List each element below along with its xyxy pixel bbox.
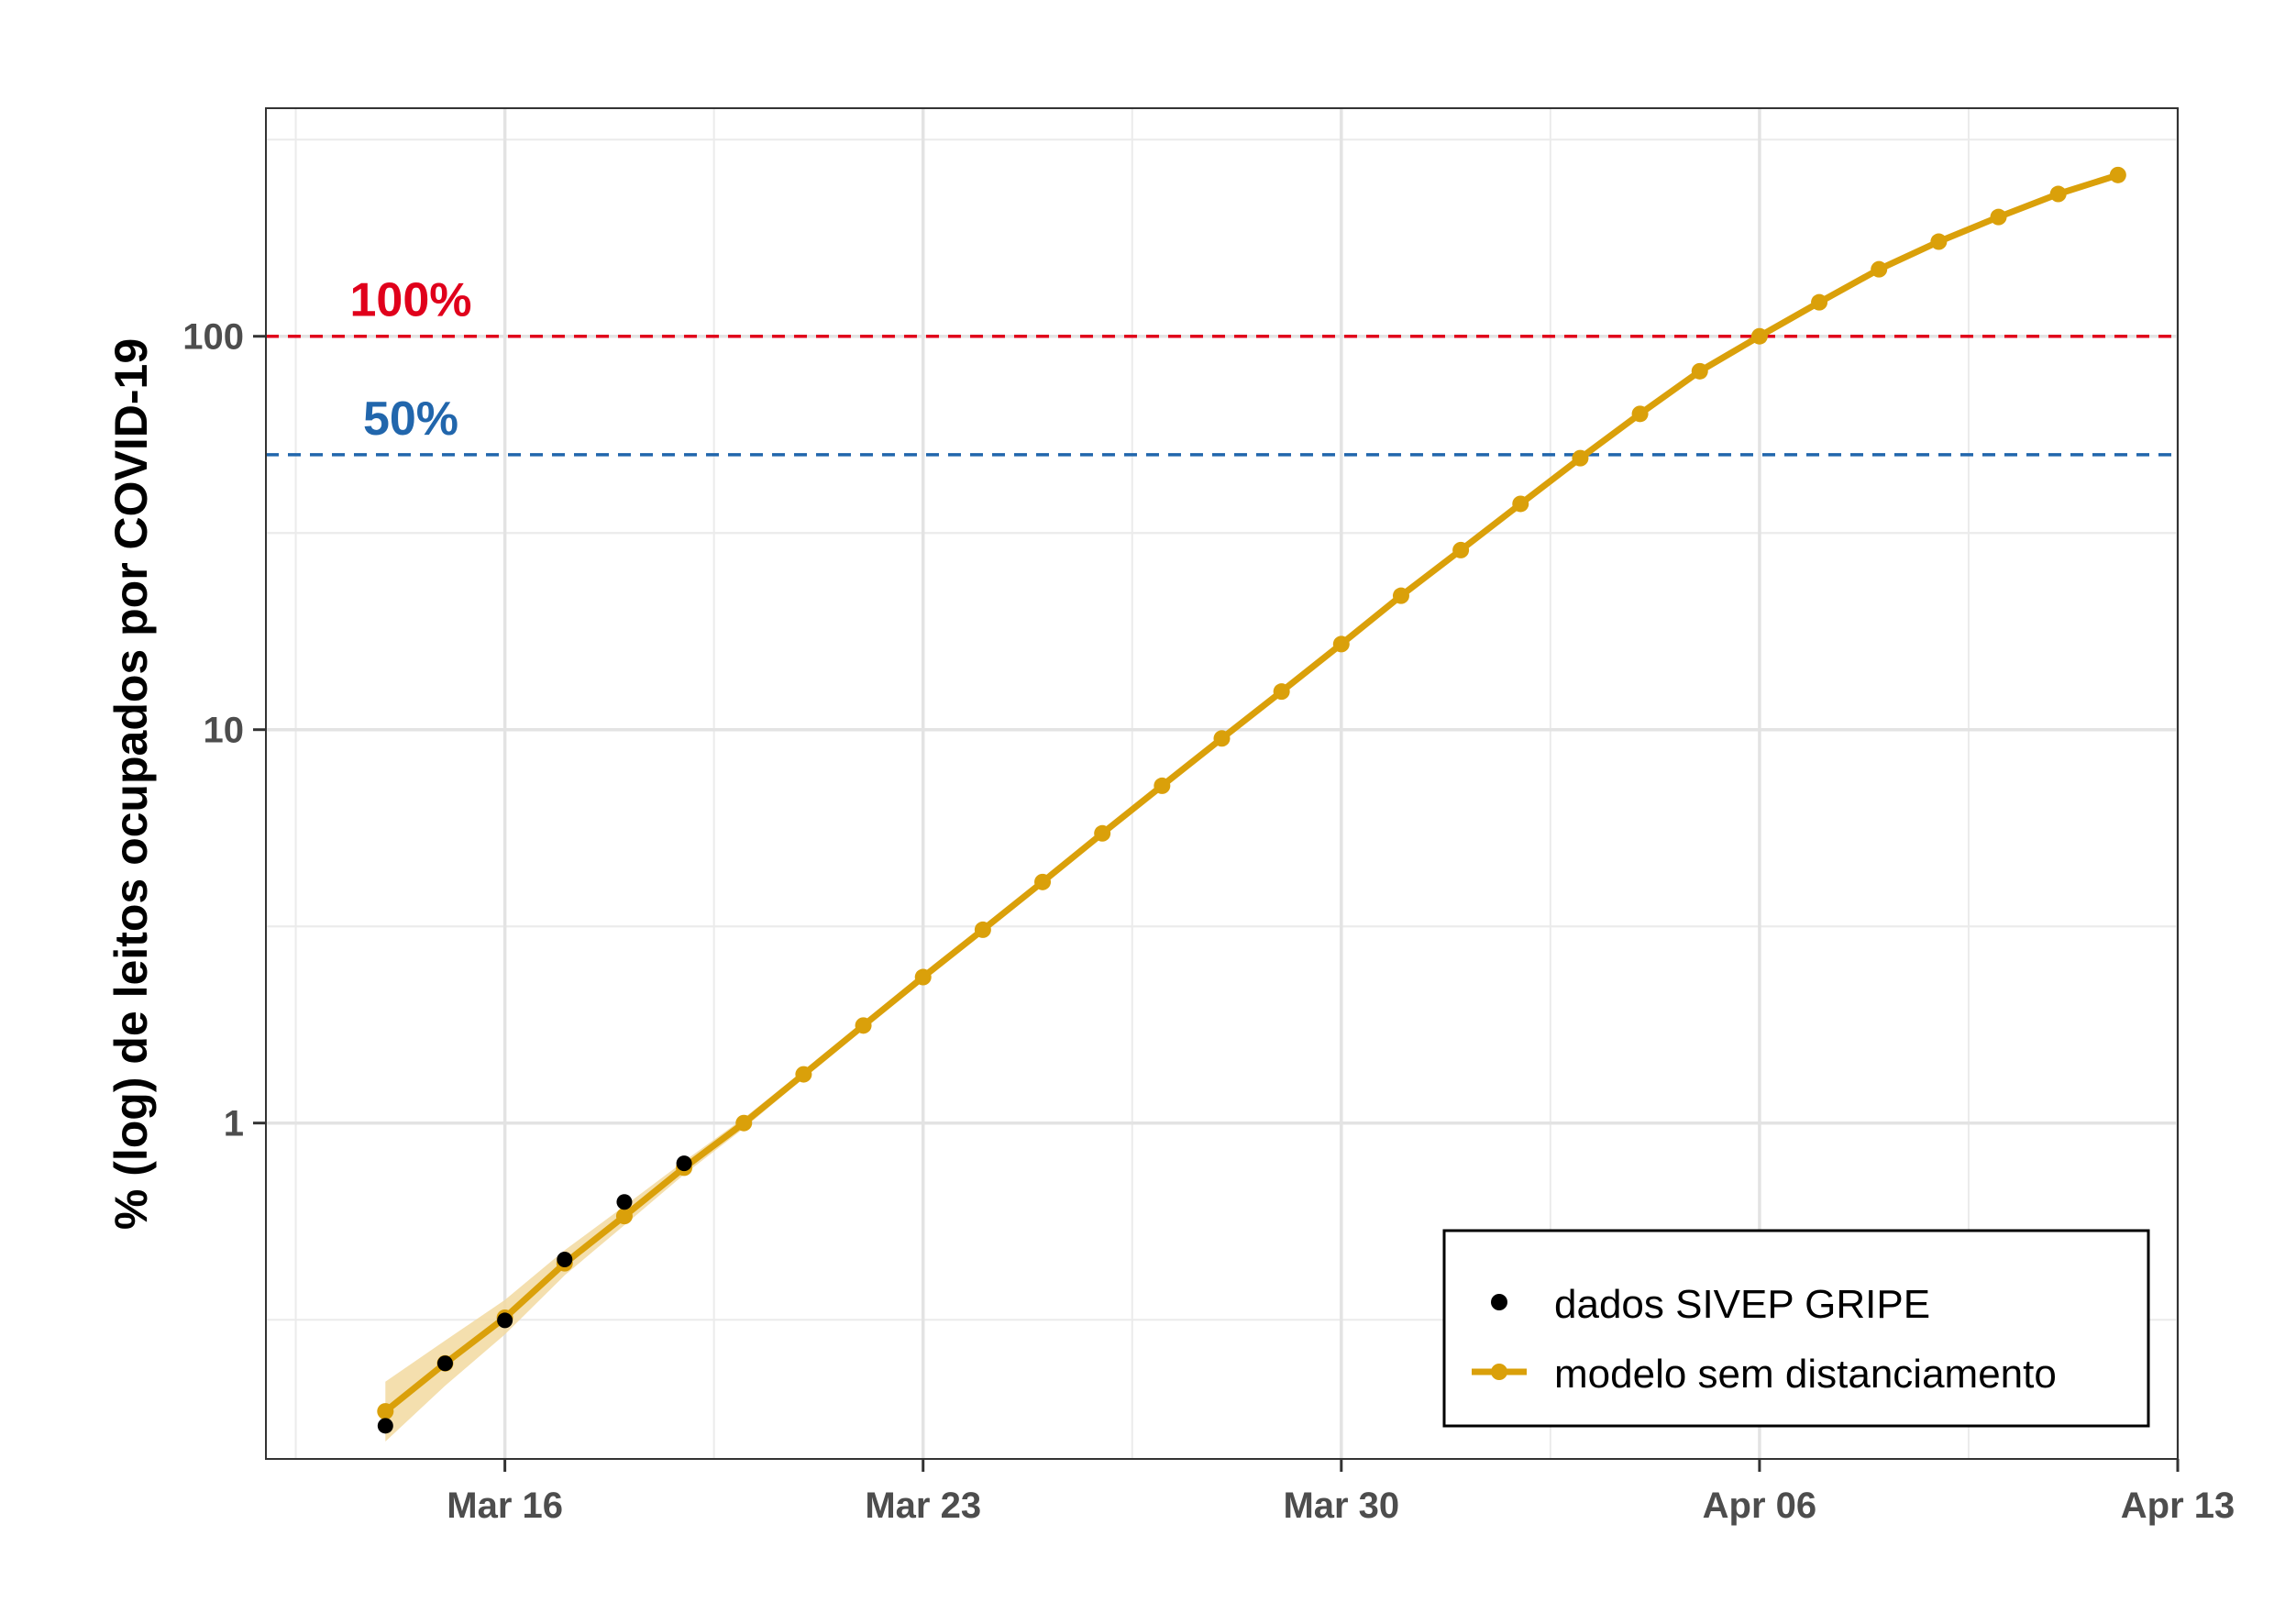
model-point: [1452, 541, 1470, 558]
x-tick-label: Apr 13: [2121, 1486, 2235, 1526]
observed-point: [436, 1355, 453, 1372]
model-point: [1512, 495, 1529, 513]
legend-label-sivep: dados SIVEP GRIPE: [1554, 1282, 1930, 1327]
model-point: [1871, 260, 1888, 278]
model-point: [1930, 233, 1948, 250]
model-series-line: [381, 171, 2122, 1415]
model-point: [1691, 362, 1708, 380]
model-point: [2049, 185, 2067, 203]
legend-box: [1442, 1229, 2150, 1428]
model-point: [795, 1066, 812, 1083]
model-line: [381, 171, 2122, 1415]
model-point: [914, 968, 932, 986]
observed-point: [377, 1418, 393, 1434]
model-point: [1332, 635, 1350, 653]
model-point: [1094, 824, 1111, 842]
y-tick-label: 1: [224, 1104, 244, 1144]
reference-lines: 100% 50%: [266, 274, 2178, 457]
model-point: [1750, 327, 1768, 345]
model-point: [1811, 293, 1828, 311]
observed-point: [616, 1194, 633, 1210]
model-point: [974, 921, 991, 938]
reference-label: 50%: [363, 392, 458, 446]
axes: Mar 16 Mar 23 Mar 30 Apr 06 Apr 13 1 10 100: [182, 317, 2235, 1526]
observed-point: [557, 1251, 573, 1267]
model-point: [1154, 777, 1171, 794]
legend-key-sivep-point: [1491, 1294, 1507, 1310]
model-point: [615, 1208, 633, 1225]
model-point: [1631, 405, 1649, 423]
model-point: [1213, 730, 1231, 747]
model-point: [1273, 683, 1290, 701]
x-tick-label: Mar 23: [865, 1486, 981, 1526]
model-point: [2109, 166, 2126, 183]
reference-label: 100%: [350, 274, 472, 327]
legend-key-model-point: [1491, 1364, 1507, 1380]
model-point: [1034, 873, 1052, 890]
plot-border: [265, 107, 2179, 1460]
data-points: [377, 166, 2126, 1434]
model-point: [1572, 449, 1589, 467]
model-point: [735, 1114, 753, 1132]
model-point: [855, 1017, 872, 1034]
y-tick-label: 100: [182, 317, 244, 358]
x-tick-label: Mar 16: [447, 1486, 563, 1526]
x-tick-label: Apr 06: [1703, 1486, 1817, 1526]
model-point: [1392, 587, 1409, 604]
y-tick-label: 10: [204, 711, 245, 751]
x-tick-label: Mar 30: [1283, 1486, 1399, 1526]
observed-point: [676, 1155, 692, 1172]
y-axis-title: % (log) de leitos ocupados por COVID-19: [105, 338, 157, 1230]
legend-label-model: modelo sem distanciamento: [1554, 1352, 2057, 1397]
model-point: [377, 1403, 394, 1420]
model-point: [1990, 208, 2007, 226]
observed-point: [497, 1312, 513, 1329]
legend: dados SIVEP GRIPE modelo sem distanciame…: [1442, 1229, 2150, 1428]
